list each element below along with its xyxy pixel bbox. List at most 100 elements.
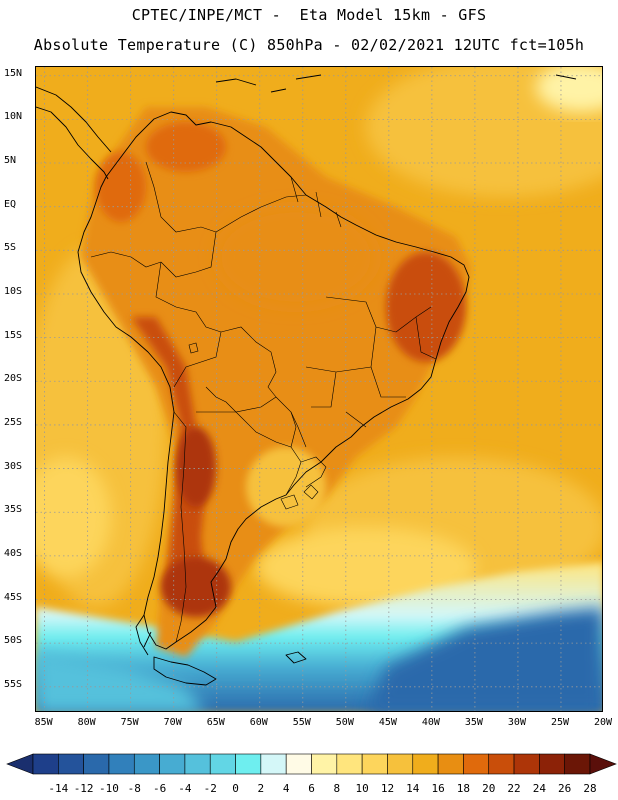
lon-tick-label: 30W (507, 717, 526, 728)
colorbar-label: 18 (456, 782, 471, 795)
border-guianas (290, 176, 342, 228)
border-brazil-paraguay (290, 411, 307, 448)
colorbar-label: 6 (308, 782, 315, 795)
colorbar-label: 10 (355, 782, 369, 795)
chile-islands (135, 614, 152, 656)
lon-tick-label: 60W (249, 717, 268, 728)
lake-patos (303, 484, 319, 500)
lon-tick-label: 50W (335, 717, 354, 728)
map-canvas (36, 67, 602, 711)
falklands (285, 651, 307, 664)
colorbar-swatch (159, 753, 186, 775)
border-brazil-states (305, 296, 437, 428)
rio-de-la-plata (280, 494, 299, 510)
colorbar-swatch (539, 753, 565, 775)
field-colombia-hot (96, 152, 146, 222)
colorbar-swatch (58, 753, 84, 775)
field-uruguay-warm (246, 447, 326, 527)
field-patagonia-hot (161, 557, 231, 617)
colorbar-label: 2 (257, 782, 265, 795)
border-bolivia-brazil (220, 326, 277, 398)
colorbar-swatch (32, 753, 59, 775)
field-andes-hot (131, 317, 206, 607)
colorbar-swatch (209, 753, 236, 775)
colorbar-label: -12 (73, 782, 94, 795)
colorbar-label: -8 (127, 782, 141, 795)
colorbar-swatch (184, 753, 211, 775)
lat-tick-label: 10N (4, 111, 23, 123)
map-title-line-2: Absolute Temperature (C) 850hPa - 02/02/… (33, 36, 585, 54)
field-ne-brazil-hot (386, 252, 466, 362)
map-title-line-1: CPTEC/INPE/MCT - Eta Model 15km - GFS (131, 6, 487, 24)
border-colombia-venezuela (145, 161, 217, 233)
lon-tick-label: 45W (378, 717, 397, 728)
field-venezuela-hot (146, 122, 226, 172)
colorbar-label: 14 (406, 782, 420, 795)
lat-tick-label: 45S (4, 591, 23, 603)
colorbar-swatch (513, 753, 540, 775)
colorbar-min-arrow (6, 753, 34, 775)
border-ecuador-peru (90, 251, 162, 268)
lon-tick-label: 55W (292, 717, 311, 728)
colorbar-swatch (133, 753, 160, 775)
lat-tick-label: 25S (4, 416, 23, 428)
lat-tick-label: 15S (4, 329, 23, 341)
field-pacific-light (36, 457, 111, 577)
central-america-north (36, 86, 112, 153)
colorbar-label: 22 (507, 782, 521, 795)
lat-tick-label: 55S (4, 678, 23, 690)
lon-tick-label: 35W (464, 717, 483, 728)
colorbar-swatch (437, 753, 464, 775)
field-south-deep (366, 607, 602, 711)
colorbar-label: -6 (152, 782, 167, 795)
lat-tick-label: 5N (4, 155, 17, 167)
colorbar-label: 28 (583, 782, 597, 795)
colorbar-label: 4 (282, 782, 290, 795)
colorbar-label: 8 (333, 782, 341, 795)
colorbar-swatch (108, 753, 135, 775)
colorbar-label: 20 (482, 782, 496, 795)
border-peru-bolivia (173, 331, 222, 388)
lon-tick-label: 20W (593, 717, 613, 728)
border-bolivia-paraguay (205, 386, 277, 413)
field-south-west-cyan (36, 652, 205, 711)
colorbar-swatch (311, 753, 338, 775)
lat-lon-grid (36, 67, 602, 711)
colorbar-label: 12 (380, 782, 395, 795)
lon-tick-label: 40W (421, 717, 440, 728)
lat-tick-label: 10S (4, 285, 23, 297)
field-argentina-hot (176, 427, 216, 507)
lat-tick-label: 50S (4, 635, 23, 647)
colorbar-label: -10 (99, 782, 119, 795)
border-venezuela-brazil (215, 194, 307, 233)
caribbean-islands (215, 74, 577, 93)
lat-tick-label: 30S (4, 460, 23, 472)
lon-tick-label: 80W (77, 717, 96, 728)
lat-tick-label: 5S (4, 242, 17, 254)
border-colombia-peru-brazil (160, 231, 217, 278)
colorbar-label: 26 (558, 782, 572, 795)
field-amazon-mid (216, 207, 376, 307)
country-borders (90, 161, 437, 643)
colorbar-label: 16 (431, 782, 445, 795)
colorbar-swatch (361, 753, 388, 775)
colorbar-swatch (235, 753, 262, 775)
colorbar-label: 24 (532, 782, 546, 795)
field-ne-light (536, 67, 602, 112)
colorbar-label: 0 (232, 782, 239, 795)
border-chile-argentina (173, 411, 187, 643)
lon-tick-label: 65W (206, 717, 225, 728)
colorbar-label: -14 (48, 782, 69, 795)
lon-tick-label: 25W (550, 717, 569, 728)
lat-tick-label: EQ (4, 198, 17, 210)
lon-tick-label: 85W (34, 717, 53, 728)
lon-tick-label: 70W (163, 717, 182, 728)
lat-tick-label: 20S (4, 373, 23, 385)
lat-tick-label: 15N (4, 67, 23, 79)
tierra-del-fuego (153, 656, 217, 686)
lat-tick-label: 35S (4, 504, 23, 516)
colorbar-swatch (564, 753, 591, 775)
colorbar (6, 753, 617, 775)
temperature-map (35, 66, 603, 712)
colorbar-swatch (260, 753, 287, 775)
